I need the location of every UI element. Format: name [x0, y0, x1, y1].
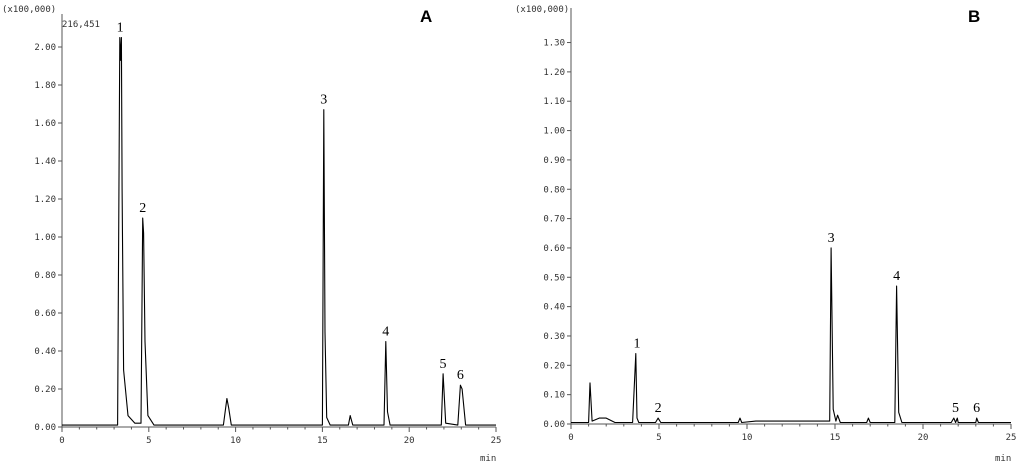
panel-b-peak-label: 4: [893, 269, 900, 284]
panel-a-y-tick-label: 1.60: [34, 119, 56, 129]
panel-a-x-tick-label: 25: [491, 436, 502, 446]
panel-a-peak-label: 4: [382, 325, 389, 340]
panel-b-y-tick-label: 1.20: [543, 68, 565, 78]
panel-b-y-tick-label: 0.80: [543, 185, 565, 195]
panel-b-peak-label: 2: [655, 401, 662, 416]
panel-b-y-tick-label: 0.30: [543, 332, 565, 342]
panel-b-x-tick-label: 0: [568, 433, 573, 443]
panel-a-x-tick-label: 15: [317, 436, 328, 446]
panel-b-y-tick-label: 0.10: [543, 391, 565, 401]
panel-b: B (x100,000) min 0.00 0.10 0.20 0.30 0.40 0.5…: [515, 5, 1016, 464]
panel-a-y-tick-label: 0.40: [34, 347, 56, 357]
panel-a-max-readout: 216,451: [62, 20, 100, 30]
panel-b-x-tick-label: 5: [656, 433, 661, 443]
panel-a-x-tick-label: 5: [146, 436, 151, 446]
panel-b-peak-label: 1: [634, 337, 641, 352]
panel-b-chromatogram-trace: [571, 247, 1011, 424]
panel-b-peak-label: 5: [952, 401, 959, 416]
panel-a-peak-label: 3: [320, 93, 327, 108]
panel-b-x-tick-label: 15: [830, 433, 841, 443]
panel-b-y-tick-label: 0.40: [543, 303, 565, 313]
panel-a-x-axis-label: min: [480, 454, 496, 464]
panel-b-y-tick-label: 0.00: [543, 420, 565, 430]
panel-b-y-scale-label: (x100,000): [515, 5, 569, 15]
panel-a-y-tick-label: 0.20: [34, 385, 56, 395]
panel-b-y-tick-label: 0.90: [543, 156, 565, 166]
panel-a-y-scale-label: (x100,000): [2, 5, 56, 15]
panel-b-y-tick-label: 1.00: [543, 127, 565, 137]
panel-b-y-tick-label: 0.70: [543, 215, 565, 225]
panel-a-label: A: [420, 7, 432, 26]
panel-b-y-tick-label: 0.60: [543, 244, 565, 254]
panel-b-peak-label: 6: [973, 401, 980, 416]
panel-a-x-tick-label: 0: [59, 436, 64, 446]
panel-b-x-tick-label: 10: [742, 433, 753, 443]
panel-a-x-tick-label: 10: [230, 436, 241, 446]
panel-b-x-tick-label: 20: [918, 433, 929, 443]
panel-a-peak-label: 5: [440, 357, 447, 372]
panel-a-y-tick-label: 0.80: [34, 271, 56, 281]
panel-a-x-tick-label: 20: [404, 436, 415, 446]
panel-a-y-tick-label: 2.00: [34, 43, 56, 53]
panel-a-y-tick-label: 0.00: [34, 423, 56, 433]
panel-a-y-tick-label: 1.20: [34, 195, 56, 205]
panel-b-x-axis-label: min: [995, 454, 1011, 464]
panel-b-x-tick-label: 25: [1006, 433, 1017, 443]
panel-b-peak-label: 3: [828, 231, 835, 246]
panel-b-y-tick-label: 1.30: [543, 39, 565, 49]
panel-a-y-tick-label: 0.60: [34, 309, 56, 319]
panel-a-y-tick-label: 1.40: [34, 157, 56, 167]
panel-a-chromatogram-trace: [62, 36, 496, 426]
panel-b-y-tick-label: 0.20: [543, 361, 565, 371]
panel-a-peak-label: 6: [457, 368, 464, 383]
panel-b-y-tick-label: 0.50: [543, 273, 565, 283]
panel-a-y-tick-label: 1.00: [34, 233, 56, 243]
panel-b-label: B: [968, 7, 980, 26]
panel-a-peak-label: 1: [117, 21, 124, 36]
panel-a-y-tick-label: 1.80: [34, 81, 56, 91]
panel-a: A (x100,000) 216,451 min 0.00 0.20 0.40 0.6…: [2, 5, 501, 464]
panel-a-peak-label: 2: [139, 201, 146, 216]
panel-b-y-tick-label: 1.10: [543, 97, 565, 107]
